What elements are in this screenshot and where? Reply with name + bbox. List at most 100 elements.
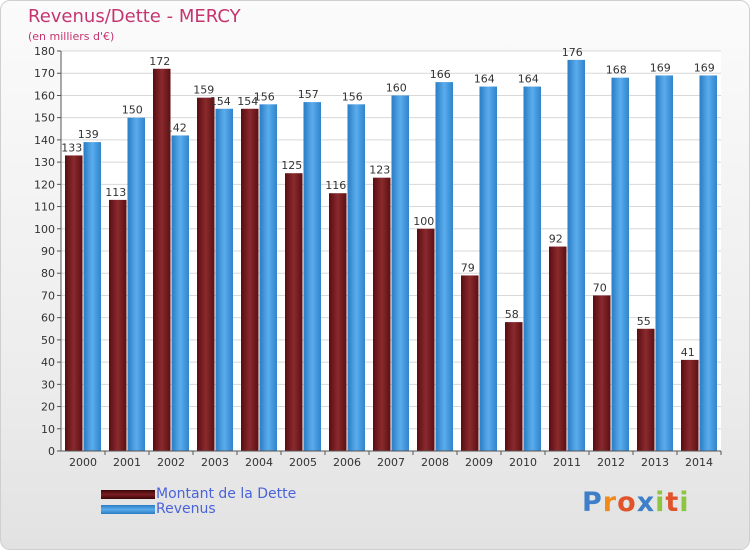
bar-dette [681,359,699,451]
y-tick-label: 70 [41,289,55,302]
logo-letter: t [665,487,680,518]
bar-revenus [127,117,145,452]
bar-dette [417,228,435,451]
grid-lines [61,50,721,452]
y-tick-label: 110 [34,201,55,214]
y-tick-label: 100 [34,223,55,236]
data-label-dette: 100 [413,215,434,228]
bar-dette [65,155,83,451]
bar-revenus [611,77,629,452]
y-tick-label: 140 [34,134,55,147]
y-tick-label: 170 [34,67,55,80]
bar-dette [109,199,127,451]
bar-revenus [303,102,321,451]
legend-swatch-revenus [101,505,155,514]
bar-revenus [699,75,717,451]
proxiti-logo: Proxiti [582,487,690,518]
bar-dette [197,97,215,452]
chart-subtitle: (en milliers d'€) [28,30,115,43]
data-label-dette: 154 [237,95,258,108]
x-tick-label: 2014 [685,456,713,469]
logo-letter: r [602,487,618,518]
x-tick-label: 2011 [553,456,581,469]
x-tick-label: 2002 [157,456,185,469]
bar-revenus [655,75,673,451]
y-tick-label: 120 [34,178,55,191]
logo-letter: i [679,487,690,518]
data-label-dette: 55 [637,315,651,328]
bar-dette [153,68,171,452]
data-label-dette: 70 [593,281,607,294]
bar-revenus [259,104,277,451]
y-tick-label: 150 [34,112,55,125]
logo-letter: i [655,487,666,518]
data-label-revenus: 164 [474,73,495,86]
bar-dette [549,246,567,451]
data-label-dette: 133 [61,141,82,154]
y-tick-label: 40 [41,356,55,369]
data-label-revenus: 139 [78,128,99,141]
y-tick-label: 50 [41,334,55,347]
data-label-dette: 172 [149,55,170,68]
bar-revenus [435,82,453,451]
data-label-revenus: 160 [386,81,407,94]
data-label-revenus: 164 [518,73,539,86]
bar-revenus [215,108,233,452]
data-label-revenus: 168 [606,64,627,77]
bar-revenus [391,95,409,451]
bar-dette [461,275,479,451]
y-tick-label: 90 [41,245,55,258]
chart-title: Revenus/Dette - MERCY [28,6,241,27]
bars-group [65,59,717,452]
x-tick-label: 2013 [641,456,669,469]
bar-revenus [523,86,541,452]
legend-label-dette: Montant de la Dette [156,486,297,502]
bar-dette [329,193,347,451]
axes-group: 0 10 20 30 40 50 60 70 80 90 100 110 120 130 140 150 160… [34,45,722,469]
data-label-dette: 125 [281,159,302,172]
data-label-revenus: 169 [650,61,671,74]
x-tick-label: 2008 [421,456,449,469]
y-tick-label: 160 [34,89,55,102]
data-label-revenus: 166 [430,68,451,81]
bar-dette [285,173,303,451]
bar-revenus [171,135,189,451]
x-tick-label: 2000 [69,456,97,469]
y-tick-label: 0 [48,445,55,458]
data-label-revenus: 156 [254,90,275,103]
data-label-revenus: 157 [298,88,319,101]
logo-letter: x [636,487,656,518]
x-tick-label: 2004 [245,456,273,469]
x-tick-label: 2005 [289,456,317,469]
data-label-dette: 79 [461,261,475,274]
bar-revenus [567,59,585,452]
data-label-revenus: 169 [694,61,715,74]
data-label-revenus: 176 [562,46,583,59]
data-label-revenus: 150 [122,104,143,117]
data-label-revenus: 154 [210,95,231,108]
x-tick-label: 2009 [465,456,493,469]
x-tick-label: 2001 [113,456,141,469]
legend-label-revenus: Revenus [156,501,216,517]
data-label-dette: 159 [193,84,214,97]
logo-letter: P [582,487,603,518]
bar-revenus [347,104,365,451]
legend-swatch-dette [101,490,155,499]
y-tick-label: 10 [41,423,55,436]
x-tick-label: 2007 [377,456,405,469]
y-tick-label: 30 [41,378,55,391]
y-tick-label: 60 [41,312,55,325]
x-tick-label: 2010 [509,456,537,469]
data-label-dette: 58 [505,308,519,321]
bar-dette [637,328,655,451]
x-tick-label: 2012 [597,456,625,469]
bar-revenus [83,142,101,451]
bar-dette [593,295,611,451]
y-tick-label: 180 [34,45,55,58]
data-label-dette: 92 [549,233,563,246]
bar-dette [505,322,523,451]
bar-dette [241,108,259,452]
